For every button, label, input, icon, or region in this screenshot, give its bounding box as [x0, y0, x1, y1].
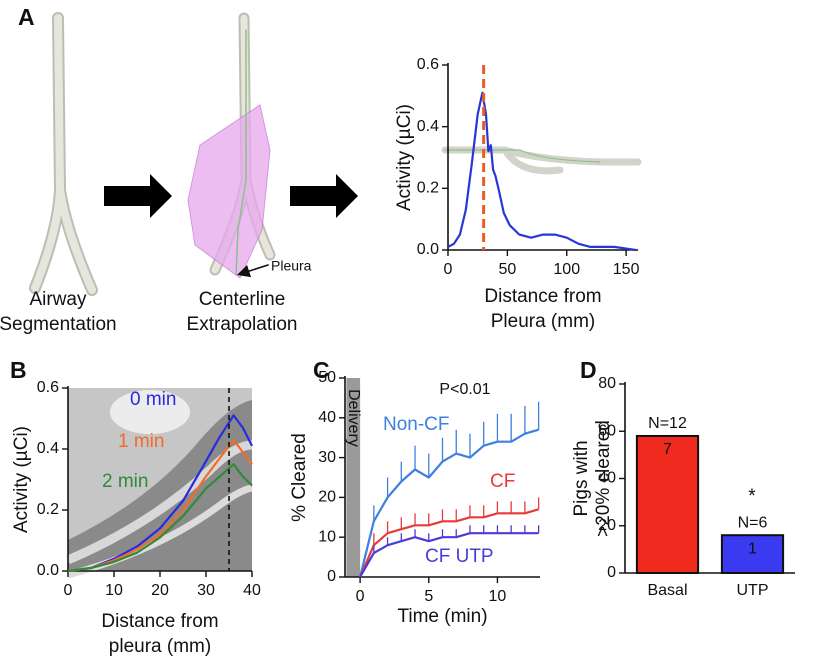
y-tick-label: 80	[598, 375, 616, 392]
x-tick-label: 40	[243, 582, 261, 599]
panel-label: B	[10, 357, 27, 383]
x-tick-label: 10	[489, 588, 507, 605]
x-tick-label: 0	[64, 582, 73, 599]
caption: Segmentation	[0, 314, 117, 335]
y-tick-label: 0.0	[37, 562, 59, 579]
y-tick-label: 0.6	[37, 379, 59, 396]
data-line	[67, 463, 253, 573]
y-tick-label: 0.2	[417, 180, 439, 197]
x-axis-label: Distance from	[484, 286, 601, 307]
n-label: N=12	[648, 415, 687, 432]
y-axis-label: >20% cleared	[593, 420, 614, 537]
series-label: CF UTP	[425, 546, 494, 567]
delivery-band	[346, 378, 361, 577]
x-tick-label: 100	[553, 261, 580, 278]
bar	[720, 534, 785, 575]
panel-label: A	[18, 4, 35, 30]
x-tick-label: 150	[613, 261, 640, 278]
series-label: Non-CF	[383, 414, 450, 435]
x-axis-label: Time (min)	[397, 606, 487, 627]
y-axis-label: % Cleared	[289, 433, 310, 522]
data-line	[447, 91, 636, 252]
y-axis-label: Activity (µCi)	[11, 426, 32, 533]
y-tick-label: 50	[318, 369, 336, 386]
y-tick-label: 30	[318, 449, 336, 466]
data-line	[359, 508, 539, 578]
x-tick-label: Basal	[647, 582, 687, 599]
y-tick-label: 0	[607, 564, 616, 581]
y-tick-label: 20	[598, 517, 616, 534]
annotation: *	[748, 486, 756, 507]
x-tick-label: UTP	[737, 582, 769, 599]
series-label: 2 min	[102, 471, 148, 492]
y-tick-label: 0.2	[37, 501, 59, 518]
airway-illustration	[29, 12, 642, 296]
x-tick-label: 20	[151, 582, 169, 599]
x-axis-label: pleura (mm)	[109, 636, 211, 657]
x-axis-label: Pleura (mm)	[491, 311, 596, 332]
panel-label: D	[580, 357, 597, 383]
y-tick-label: 0	[327, 568, 336, 585]
x-tick-label: 50	[498, 261, 516, 278]
y-tick-label: 0.4	[417, 118, 439, 135]
data-line	[359, 532, 539, 578]
band-label: Delivery	[345, 389, 362, 447]
annotation: P<0.01	[439, 381, 490, 398]
caption: Airway	[29, 289, 87, 310]
y-tick-label: 0.6	[417, 56, 439, 73]
n-label: N=6	[738, 514, 768, 531]
y-tick-label: 10	[318, 528, 336, 545]
pointer-label: Pleura	[271, 258, 312, 274]
y-axis-label: Pigs with	[571, 440, 592, 516]
caption: Centerline	[199, 289, 286, 310]
caption: Extrapolation	[187, 314, 298, 335]
x-tick-label: 0	[356, 588, 365, 605]
panel-label: C	[313, 357, 330, 383]
y-tick-label: 40	[318, 409, 336, 426]
y-tick-label: 0.4	[37, 440, 59, 457]
x-tick-label: 0	[444, 261, 453, 278]
y-tick-label: 60	[598, 422, 616, 439]
y-tick-label: 20	[318, 489, 336, 506]
series-label: 0 min	[130, 389, 176, 410]
series-label: CF	[490, 471, 515, 492]
count-label: 1	[748, 540, 757, 557]
x-axis-label: Distance from	[101, 611, 218, 632]
ct-background	[66, 388, 253, 579]
y-tick-label: 40	[598, 470, 616, 487]
x-tick-label: 10	[105, 582, 123, 599]
x-tick-label: 5	[424, 588, 433, 605]
series-label: 1 min	[118, 431, 164, 452]
x-tick-label: 30	[197, 582, 215, 599]
count-label: 7	[663, 441, 672, 458]
bar	[635, 434, 700, 574]
y-tick-label: 0.0	[417, 241, 439, 258]
y-axis-label: Activity (µCi)	[394, 104, 415, 211]
data-line	[359, 428, 539, 578]
